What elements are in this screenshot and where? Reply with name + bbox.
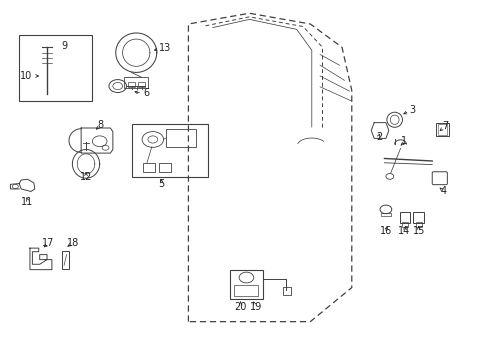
Bar [124,77,148,88]
Bar [132,124,207,177]
Text: 1: 1 [401,136,407,146]
Text: 18: 18 [66,238,79,248]
Bar [435,123,448,136]
Bar [128,82,135,87]
Text: 7: 7 [441,121,447,131]
Text: 4: 4 [440,186,446,196]
Bar [61,251,69,269]
Text: 17: 17 [42,238,55,248]
Text: 14: 14 [398,226,410,236]
Bar [282,287,291,296]
Text: 15: 15 [412,226,425,236]
Text: 9: 9 [61,41,67,50]
Text: 20: 20 [234,302,246,312]
Bar [229,270,263,299]
Bar [415,222,421,226]
Text: 11: 11 [21,197,34,207]
Text: 16: 16 [379,226,391,236]
Bar [412,212,423,223]
Bar [138,82,144,87]
Bar [233,285,258,296]
Bar [19,35,92,101]
Text: 6: 6 [142,88,149,98]
Bar [437,124,447,135]
Bar [143,163,155,172]
Text: 13: 13 [159,43,171,53]
Text: 5: 5 [158,179,164,189]
Bar [166,129,195,147]
Text: 3: 3 [408,105,414,115]
Bar [159,163,171,172]
Text: 19: 19 [249,302,262,312]
Text: 12: 12 [80,172,92,182]
Bar [399,212,409,223]
Bar [401,222,407,226]
Text: 2: 2 [375,132,382,142]
Text: 10: 10 [20,71,32,81]
Text: 8: 8 [98,120,103,130]
Bar [380,213,390,216]
